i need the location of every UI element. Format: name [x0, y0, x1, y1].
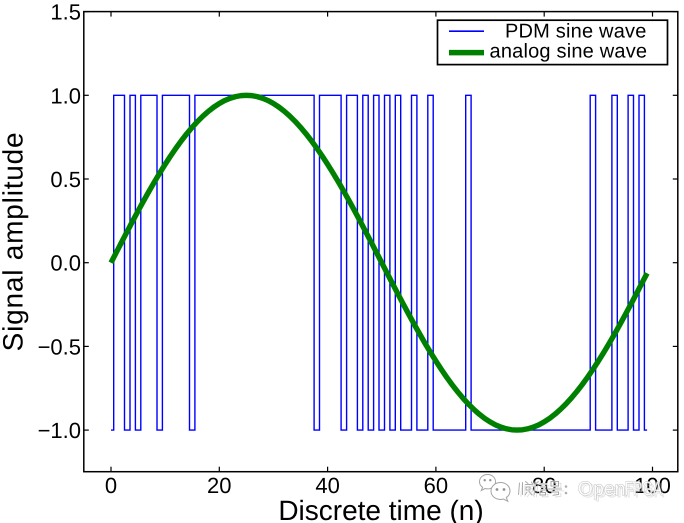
svg-text:0.0: 0.0 [50, 251, 81, 276]
svg-text:0.5: 0.5 [50, 167, 81, 192]
svg-text:Signal amplitude: Signal amplitude [0, 132, 29, 352]
svg-text:60: 60 [424, 473, 448, 498]
svg-text:−0.5: −0.5 [38, 334, 81, 359]
svg-text:0: 0 [105, 473, 117, 498]
svg-text:1.5: 1.5 [50, 0, 81, 25]
svg-text:40: 40 [315, 473, 339, 498]
svg-text:PDM sine wave: PDM sine wave [505, 20, 647, 42]
svg-text:Discrete time (n): Discrete time (n) [278, 495, 483, 523]
svg-text:Open: Open [580, 480, 628, 502]
svg-text:100: 100 [634, 473, 671, 498]
svg-text:20: 20 [207, 473, 231, 498]
svg-text:analog sine wave: analog sine wave [490, 41, 648, 63]
svg-text:−1.0: −1.0 [38, 418, 81, 443]
svg-text:1.0: 1.0 [50, 83, 81, 108]
svg-text:FPGA: FPGA [627, 480, 664, 502]
svg-text:Open: Open [578, 478, 626, 500]
svg-text:FPGA: FPGA [625, 478, 662, 500]
